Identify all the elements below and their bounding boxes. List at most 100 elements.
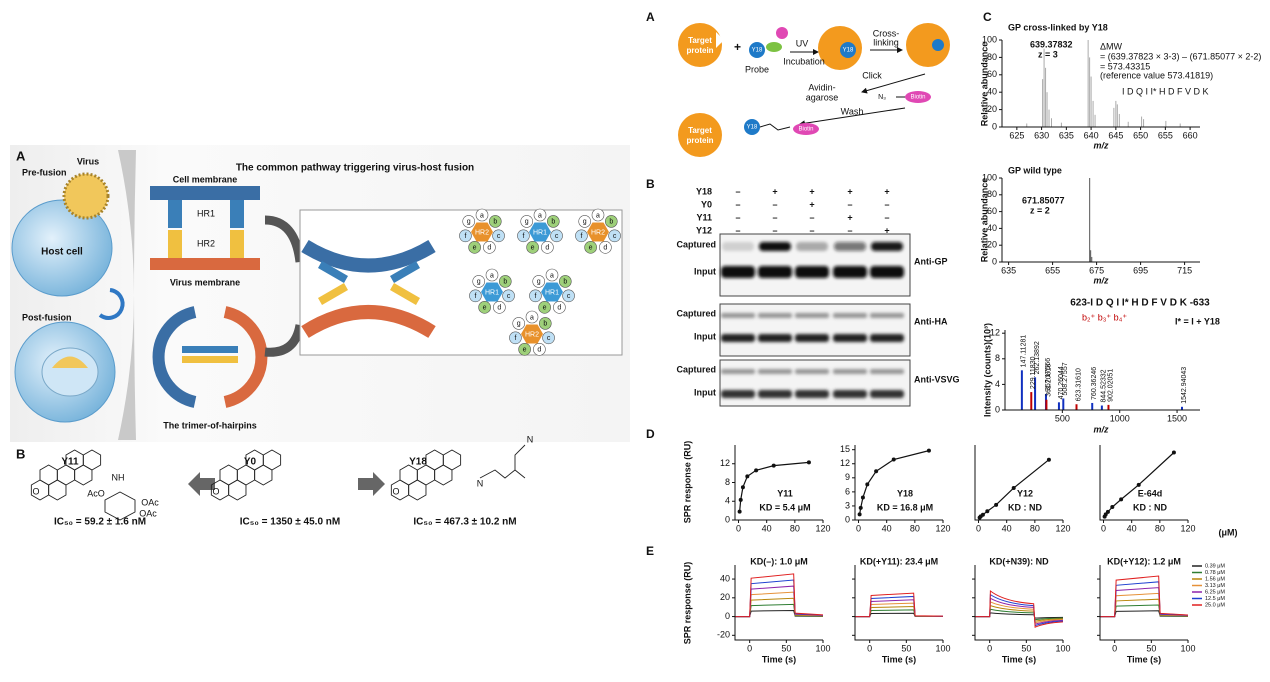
- ic50: IC₅₀ = 59.2 ± 1.6 nM: [54, 517, 146, 528]
- band: [833, 266, 867, 278]
- annotation: (reference value 573.41819): [1100, 70, 1213, 80]
- wheel-residue: [502, 289, 515, 303]
- y-tick-label: 80: [987, 52, 997, 62]
- compound-name: Y11: [61, 457, 79, 468]
- wheel-letter: f: [464, 233, 466, 240]
- wheel-residue: [550, 229, 563, 243]
- data-point: [858, 505, 863, 510]
- annotation: ΔMW: [1100, 41, 1123, 51]
- wheel-residue: [462, 215, 476, 228]
- peak-label: 147.11281: [1021, 335, 1028, 368]
- peak-label: 844.52332: [1101, 369, 1108, 402]
- trace: [855, 599, 944, 618]
- x-tick-label: 120: [1055, 523, 1070, 533]
- wheel-letter: b: [493, 219, 497, 226]
- x-tick-label: 100: [1180, 643, 1195, 653]
- data-point: [865, 482, 870, 487]
- protein-label: Target: [688, 126, 712, 135]
- wheel-residue: [604, 215, 618, 228]
- data-point: [754, 468, 759, 473]
- x-tick-label: 625: [1009, 130, 1024, 140]
- wheel-label: HR1: [533, 229, 547, 236]
- y-tick-label: 12: [720, 458, 730, 468]
- band: [870, 313, 904, 318]
- label: Avidin-: [808, 82, 835, 92]
- arrow-left: [188, 472, 215, 496]
- band: [833, 390, 867, 398]
- virus-core: [52, 356, 88, 368]
- atom: O: [212, 486, 219, 496]
- axis-title: Time (s): [1002, 654, 1036, 664]
- data-point: [1171, 450, 1176, 455]
- wheel-residue: [558, 275, 572, 288]
- trace: [735, 585, 824, 618]
- wheel-core: [471, 222, 493, 242]
- band: [759, 242, 791, 251]
- wheel-residue: [520, 215, 534, 228]
- wheel-residue: [492, 229, 505, 243]
- blot-bands: [721, 242, 904, 398]
- sequence: 623-I D Q I I* H D F V D K -633: [1070, 298, 1210, 309]
- band: [795, 390, 829, 398]
- row-label: Captured: [676, 308, 716, 318]
- treatment-mark: –: [847, 225, 852, 235]
- probe-label: Y18: [843, 48, 854, 54]
- band: [721, 266, 755, 278]
- atom: N: [527, 434, 534, 444]
- kd-label: KD = 5.4 μM: [759, 502, 810, 512]
- label: Virus membrane: [170, 277, 240, 287]
- trace: [1100, 587, 1189, 618]
- data-point: [985, 509, 990, 514]
- y-tick-label: 4: [995, 379, 1000, 389]
- antibody: Anti-VSVG: [914, 374, 960, 384]
- legend-label: 12.5 μM: [1205, 596, 1225, 602]
- protein-label: Target: [688, 36, 712, 45]
- peak-label: 229.11830: [1030, 356, 1037, 389]
- treatment-mark: –: [735, 225, 740, 235]
- x-tick-label: 1500: [1167, 413, 1187, 423]
- label: HR2: [197, 238, 215, 248]
- axis-title: Time (s): [762, 654, 796, 664]
- label: Click: [862, 70, 882, 80]
- side-chain: [479, 444, 526, 479]
- wheel-letter: g: [477, 279, 481, 286]
- wheel-residue: [493, 301, 506, 314]
- wheel-letter: b: [551, 219, 555, 226]
- wheel-letter: g: [467, 219, 471, 226]
- ring: [39, 464, 58, 486]
- treatment-mark: +: [772, 186, 777, 196]
- data-point: [874, 469, 879, 474]
- ic50: IC₅₀ = 1350 ± 45.0 nM: [240, 517, 340, 528]
- wheel-letter: a: [490, 272, 494, 279]
- y-tick-label: 15: [840, 444, 850, 454]
- label: Cell membrane: [173, 174, 238, 184]
- label: Pre-fusion: [22, 167, 67, 177]
- chart-title: KD(+N39): ND: [989, 556, 1049, 566]
- atom: AcO: [87, 488, 105, 498]
- wheel-residue: [485, 268, 499, 282]
- data-point: [857, 512, 862, 517]
- treatment-mark: –: [772, 212, 777, 222]
- panel-letter: A: [646, 10, 655, 24]
- band: [833, 334, 867, 342]
- wheel-letter: c: [547, 335, 551, 342]
- kd-label: KD = 16.8 μM: [877, 502, 933, 512]
- data-point: [1136, 482, 1141, 487]
- label: The trimer-of-hairpins: [163, 420, 257, 430]
- x-tick-label: 0: [1101, 523, 1106, 533]
- biotin-label: Biotin: [910, 95, 925, 101]
- axis-title: Time (s): [1127, 654, 1161, 664]
- treatment-mark: –: [772, 199, 777, 209]
- wheel-letter: a: [480, 212, 484, 219]
- x-tick-label: 40: [882, 523, 892, 533]
- compound-name: Y18: [409, 457, 427, 468]
- data-point: [806, 460, 811, 465]
- row-label: Y18: [696, 186, 712, 196]
- peak-label: 1542.94043: [1181, 367, 1188, 404]
- x-tick-label: 630: [1034, 130, 1049, 140]
- wheel-letter: f: [522, 233, 524, 240]
- treatment-mark: +: [847, 212, 852, 222]
- data-point: [740, 485, 745, 490]
- x-tick-label: 0: [747, 643, 752, 653]
- band: [721, 369, 755, 374]
